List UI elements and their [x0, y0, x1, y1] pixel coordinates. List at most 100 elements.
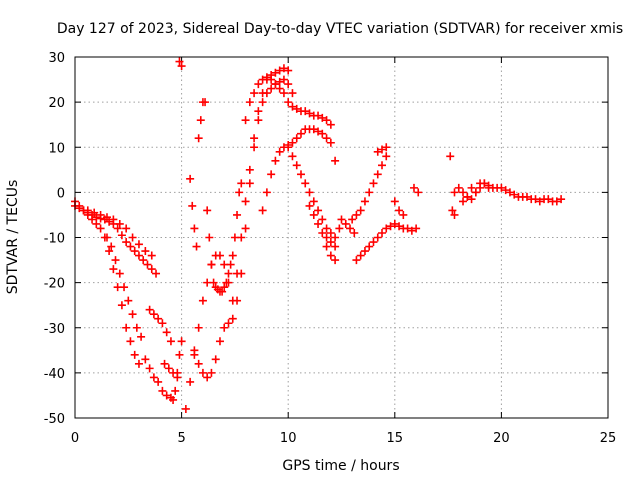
- data-point: [279, 75, 288, 84]
- data-point: [535, 197, 544, 206]
- data-point: [215, 251, 224, 260]
- series-track-r: [352, 219, 421, 265]
- data-point: [544, 195, 553, 204]
- data-point: [245, 179, 254, 188]
- data-point: [132, 323, 141, 332]
- data-point: [322, 134, 331, 143]
- data-point: [233, 210, 242, 219]
- data-point: [203, 206, 212, 215]
- data-point: [237, 269, 246, 278]
- data-point: [262, 73, 271, 82]
- data-point: [288, 152, 297, 161]
- data-point: [326, 251, 335, 260]
- grid-layer: [75, 57, 608, 418]
- data-point: [188, 201, 197, 210]
- series-track-d: [102, 233, 146, 341]
- data-point: [326, 120, 335, 129]
- data-point: [117, 301, 126, 310]
- data-point: [139, 256, 148, 265]
- data-point: [386, 222, 395, 231]
- data-point: [288, 138, 297, 147]
- data-point: [305, 201, 314, 210]
- data-point: [350, 228, 359, 237]
- data-point: [162, 391, 171, 400]
- data-point: [241, 197, 250, 206]
- data-point: [378, 161, 387, 170]
- data-point: [395, 222, 404, 231]
- data-point: [96, 210, 105, 219]
- data-point: [83, 206, 92, 215]
- data-point: [215, 337, 224, 346]
- data-point: [314, 127, 323, 136]
- data-point: [222, 278, 231, 287]
- data-point: [284, 80, 293, 89]
- data-point: [201, 98, 210, 107]
- data-point: [109, 265, 118, 274]
- data-point: [309, 125, 318, 134]
- data-point: [115, 269, 124, 278]
- data-point: [497, 183, 506, 192]
- series-track-s: [348, 152, 391, 224]
- series-track-g: [160, 359, 182, 382]
- data-point: [152, 269, 161, 278]
- data-points-layer: [71, 57, 566, 413]
- data-point: [373, 170, 382, 179]
- y-tick-label: -10: [44, 232, 65, 247]
- y-tick-label: 30: [48, 51, 65, 66]
- data-point: [267, 75, 276, 84]
- data-point: [154, 377, 163, 386]
- data-point: [331, 233, 340, 242]
- data-point: [124, 296, 133, 305]
- data-point: [186, 377, 195, 386]
- data-point: [505, 188, 514, 197]
- data-point: [117, 231, 126, 240]
- data-point: [531, 195, 540, 204]
- y-tick-label: -40: [44, 367, 65, 382]
- data-point: [143, 260, 152, 269]
- data-point: [149, 310, 158, 319]
- data-point: [226, 260, 235, 269]
- series-track-t: [373, 143, 408, 219]
- data-point: [228, 251, 237, 260]
- data-point: [173, 373, 182, 382]
- x-tick-label: 5: [177, 431, 185, 446]
- data-point: [198, 368, 207, 377]
- data-point: [96, 224, 105, 233]
- data-point: [369, 179, 378, 188]
- data-point: [254, 116, 263, 125]
- data-point: [446, 152, 455, 161]
- data-point: [522, 192, 531, 201]
- x-tick-label: 10: [280, 431, 297, 446]
- data-point: [301, 107, 310, 116]
- data-point: [154, 314, 163, 323]
- data-point: [250, 143, 259, 152]
- data-point: [111, 256, 120, 265]
- data-point: [198, 296, 207, 305]
- series-track-l: [241, 73, 344, 233]
- data-point: [109, 215, 118, 224]
- series-track-m: [258, 125, 335, 215]
- data-point: [209, 278, 218, 287]
- data-point: [134, 240, 143, 249]
- data-point: [194, 323, 203, 332]
- data-point: [271, 68, 280, 77]
- data-point: [480, 179, 489, 188]
- data-point: [331, 256, 340, 265]
- data-point: [271, 80, 280, 89]
- data-point: [279, 64, 288, 73]
- data-point: [403, 224, 412, 233]
- data-point: [467, 183, 476, 192]
- data-point: [501, 186, 510, 195]
- data-point: [250, 89, 259, 98]
- data-point: [220, 323, 229, 332]
- data-point: [169, 368, 178, 377]
- data-point: [134, 251, 143, 260]
- data-point: [382, 143, 391, 152]
- data-point: [158, 386, 167, 395]
- data-point: [331, 242, 340, 251]
- data-point: [407, 226, 416, 235]
- data-point: [352, 210, 361, 219]
- data-point: [356, 251, 365, 260]
- data-point: [254, 107, 263, 116]
